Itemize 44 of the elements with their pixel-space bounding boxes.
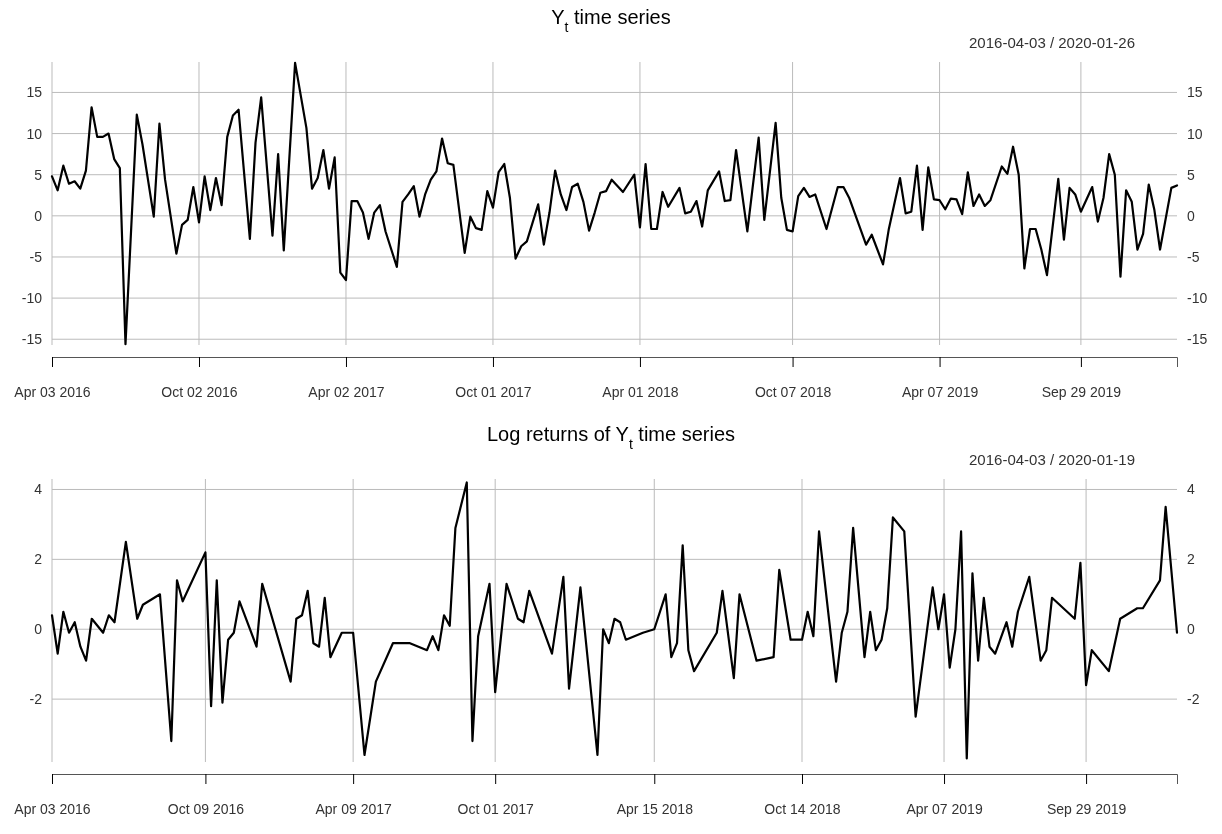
y-tick-label: -10: [21, 290, 43, 307]
line-series: [50, 61, 1179, 346]
x-tick-label: Oct 01 2017: [457, 800, 535, 817]
y-tick-label: 15: [26, 84, 43, 101]
x-tick-label: Apr 15 2018: [616, 800, 694, 817]
y-tick-label: -2: [29, 691, 43, 708]
x-tick-label: Apr 07 2019: [906, 800, 983, 817]
y-tick-label: 4: [34, 481, 43, 498]
line-series: [50, 481, 1179, 760]
x-tick-label: Sep 29 2019: [1046, 800, 1127, 817]
chart-title: Y$_{t}$ time series: [551, 6, 671, 35]
x-tick-label: Apr 07 2019: [901, 383, 979, 400]
y-tick-label: 0: [34, 621, 43, 638]
y-tick-label: 10: [26, 125, 43, 142]
y2-tick-label: -15: [1187, 331, 1208, 348]
y2-tick-label: 15: [1187, 84, 1203, 101]
y2-tick-label: 0: [1187, 621, 1195, 638]
x-tick-label: Apr 01 2018: [602, 383, 679, 400]
x-tick-label: Oct 01 2017: [455, 383, 532, 400]
x-tick-label: Sep 29 2019: [1041, 383, 1122, 400]
y2-tick-label: 4: [1187, 481, 1195, 498]
y2-tick-label: 10: [1187, 125, 1203, 142]
x-tick-label: Apr 09 2017: [315, 800, 392, 817]
y-tick-label: 5: [34, 166, 43, 183]
x-tick-label: Oct 02 2016: [161, 383, 238, 400]
chart-subtitle: 2016-04-03 / 2020-01-26: [969, 34, 1135, 51]
x-tick-label: Oct 07 2018: [754, 383, 832, 400]
y-tick-label: 0: [34, 207, 43, 224]
x-tick-label: Oct 14 2018: [764, 800, 841, 817]
y2-tick-label: 0: [1187, 207, 1195, 224]
y-tick-label: 2: [34, 551, 43, 568]
chart-title: Log returns of Y$_{t}$ time series: [486, 423, 736, 452]
chart-subtitle: 2016-04-03 / 2020-01-19: [969, 451, 1135, 468]
x-tick-label: Oct 09 2016: [167, 800, 245, 817]
y-tick-label: -15: [21, 331, 43, 348]
y2-tick-label: 5: [1187, 166, 1195, 183]
y2-tick-label: -10: [1187, 290, 1208, 307]
x-tick-label: Apr 03 2016: [14, 383, 91, 400]
y2-tick-label: -5: [1187, 248, 1200, 265]
x-tick-label: Apr 03 2016: [14, 800, 91, 817]
x-tick-label: Apr 02 2017: [308, 383, 385, 400]
y-tick-label: -5: [29, 248, 43, 265]
y2-tick-label: 2: [1187, 551, 1195, 568]
y2-tick-label: -2: [1187, 691, 1200, 708]
